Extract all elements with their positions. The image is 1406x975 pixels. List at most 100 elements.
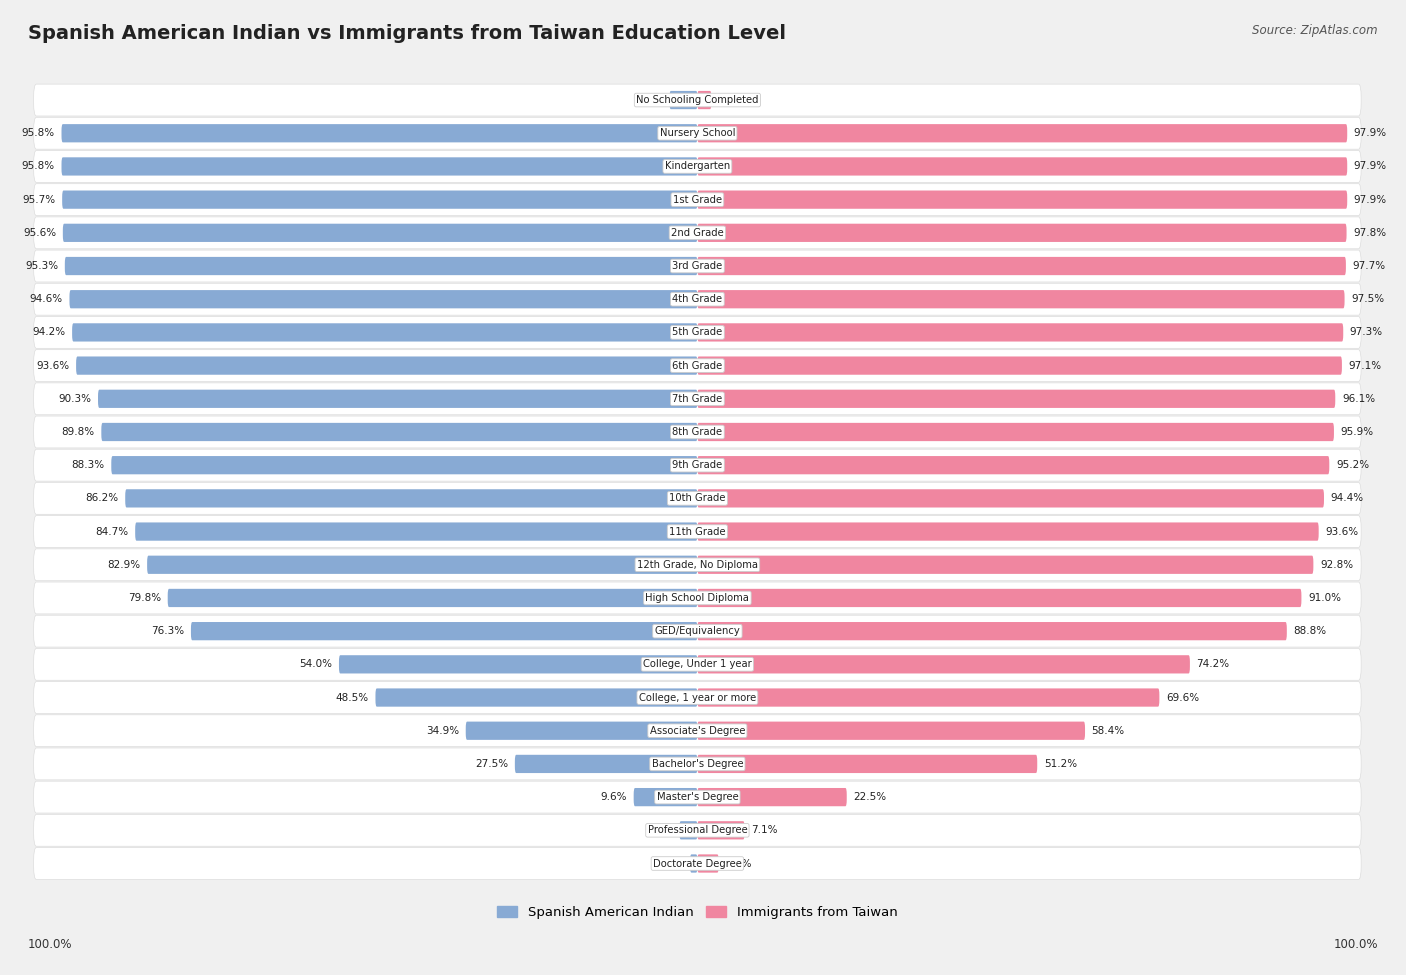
Text: 69.6%: 69.6% xyxy=(1166,692,1199,703)
Text: 3rd Grade: 3rd Grade xyxy=(672,261,723,271)
Text: 6th Grade: 6th Grade xyxy=(672,361,723,370)
Text: 2.1%: 2.1% xyxy=(718,95,744,105)
Text: Master's Degree: Master's Degree xyxy=(657,792,738,802)
Text: 97.9%: 97.9% xyxy=(1354,129,1386,138)
FancyBboxPatch shape xyxy=(62,190,697,209)
Text: 86.2%: 86.2% xyxy=(86,493,118,503)
FancyBboxPatch shape xyxy=(34,847,1361,879)
FancyBboxPatch shape xyxy=(697,390,1336,408)
Text: 92.8%: 92.8% xyxy=(1320,560,1353,569)
FancyBboxPatch shape xyxy=(34,549,1361,581)
Text: 95.8%: 95.8% xyxy=(21,129,55,138)
Text: 94.6%: 94.6% xyxy=(30,294,63,304)
FancyBboxPatch shape xyxy=(697,755,1038,773)
FancyBboxPatch shape xyxy=(135,523,697,541)
Text: 51.2%: 51.2% xyxy=(1043,759,1077,769)
Text: 4.2%: 4.2% xyxy=(637,95,662,105)
FancyBboxPatch shape xyxy=(697,256,1346,275)
Text: 34.9%: 34.9% xyxy=(426,725,460,736)
FancyBboxPatch shape xyxy=(191,622,697,641)
Text: 3.2%: 3.2% xyxy=(725,859,752,869)
FancyBboxPatch shape xyxy=(697,324,1343,341)
Text: 97.9%: 97.9% xyxy=(1354,162,1386,172)
FancyBboxPatch shape xyxy=(125,489,697,508)
FancyBboxPatch shape xyxy=(697,423,1334,441)
FancyBboxPatch shape xyxy=(697,489,1324,508)
FancyBboxPatch shape xyxy=(34,350,1361,381)
Text: 88.8%: 88.8% xyxy=(1294,626,1327,636)
FancyBboxPatch shape xyxy=(697,854,718,873)
FancyBboxPatch shape xyxy=(669,91,697,109)
Text: 76.3%: 76.3% xyxy=(152,626,184,636)
FancyBboxPatch shape xyxy=(34,648,1361,681)
FancyBboxPatch shape xyxy=(697,223,1347,242)
Text: 94.4%: 94.4% xyxy=(1330,493,1364,503)
Text: 2.7%: 2.7% xyxy=(647,825,673,836)
FancyBboxPatch shape xyxy=(697,589,1302,607)
Text: Spanish American Indian vs Immigrants from Taiwan Education Level: Spanish American Indian vs Immigrants fr… xyxy=(28,24,786,43)
FancyBboxPatch shape xyxy=(34,216,1361,249)
Text: 97.7%: 97.7% xyxy=(1353,261,1386,271)
FancyBboxPatch shape xyxy=(515,755,697,773)
FancyBboxPatch shape xyxy=(697,91,711,109)
FancyBboxPatch shape xyxy=(62,157,697,175)
Text: 95.3%: 95.3% xyxy=(25,261,58,271)
Text: 9th Grade: 9th Grade xyxy=(672,460,723,470)
FancyBboxPatch shape xyxy=(98,390,697,408)
Text: 27.5%: 27.5% xyxy=(475,759,508,769)
Text: 91.0%: 91.0% xyxy=(1308,593,1341,603)
Text: 22.5%: 22.5% xyxy=(853,792,887,802)
Text: 95.9%: 95.9% xyxy=(1340,427,1374,437)
FancyBboxPatch shape xyxy=(465,722,697,740)
Text: No Schooling Completed: No Schooling Completed xyxy=(636,95,759,105)
FancyBboxPatch shape xyxy=(697,357,1341,374)
Text: Bachelor's Degree: Bachelor's Degree xyxy=(651,759,744,769)
FancyBboxPatch shape xyxy=(34,317,1361,348)
Text: Nursery School: Nursery School xyxy=(659,129,735,138)
FancyBboxPatch shape xyxy=(76,357,697,374)
FancyBboxPatch shape xyxy=(148,556,697,574)
FancyBboxPatch shape xyxy=(72,324,697,341)
FancyBboxPatch shape xyxy=(34,251,1361,282)
FancyBboxPatch shape xyxy=(34,748,1361,780)
Text: 7th Grade: 7th Grade xyxy=(672,394,723,404)
FancyBboxPatch shape xyxy=(34,416,1361,448)
FancyBboxPatch shape xyxy=(697,722,1085,740)
Text: 97.5%: 97.5% xyxy=(1351,294,1385,304)
Text: 88.3%: 88.3% xyxy=(72,460,104,470)
FancyBboxPatch shape xyxy=(697,190,1347,209)
FancyBboxPatch shape xyxy=(697,556,1313,574)
FancyBboxPatch shape xyxy=(697,655,1189,674)
Text: Associate's Degree: Associate's Degree xyxy=(650,725,745,736)
FancyBboxPatch shape xyxy=(697,456,1329,474)
FancyBboxPatch shape xyxy=(34,715,1361,747)
Text: High School Diploma: High School Diploma xyxy=(645,593,749,603)
Text: 1st Grade: 1st Grade xyxy=(673,195,721,205)
FancyBboxPatch shape xyxy=(34,483,1361,514)
FancyBboxPatch shape xyxy=(101,423,697,441)
FancyBboxPatch shape xyxy=(697,688,1160,707)
Text: 10th Grade: 10th Grade xyxy=(669,493,725,503)
Text: 58.4%: 58.4% xyxy=(1091,725,1125,736)
FancyBboxPatch shape xyxy=(697,622,1286,641)
Text: 100.0%: 100.0% xyxy=(1333,938,1378,951)
FancyBboxPatch shape xyxy=(34,383,1361,414)
Text: 93.6%: 93.6% xyxy=(37,361,69,370)
FancyBboxPatch shape xyxy=(634,788,697,806)
Text: GED/Equivalency: GED/Equivalency xyxy=(655,626,741,636)
Text: 2nd Grade: 2nd Grade xyxy=(671,228,724,238)
Text: 7.1%: 7.1% xyxy=(751,825,778,836)
Text: 100.0%: 100.0% xyxy=(28,938,73,951)
FancyBboxPatch shape xyxy=(63,223,697,242)
Text: Doctorate Degree: Doctorate Degree xyxy=(652,859,742,869)
Text: 95.8%: 95.8% xyxy=(21,162,55,172)
Text: 11th Grade: 11th Grade xyxy=(669,526,725,536)
FancyBboxPatch shape xyxy=(375,688,697,707)
FancyBboxPatch shape xyxy=(34,284,1361,315)
FancyBboxPatch shape xyxy=(111,456,697,474)
Text: 48.5%: 48.5% xyxy=(336,692,368,703)
Text: 95.2%: 95.2% xyxy=(1336,460,1369,470)
Text: 93.6%: 93.6% xyxy=(1326,526,1358,536)
Text: 79.8%: 79.8% xyxy=(128,593,162,603)
FancyBboxPatch shape xyxy=(34,615,1361,647)
